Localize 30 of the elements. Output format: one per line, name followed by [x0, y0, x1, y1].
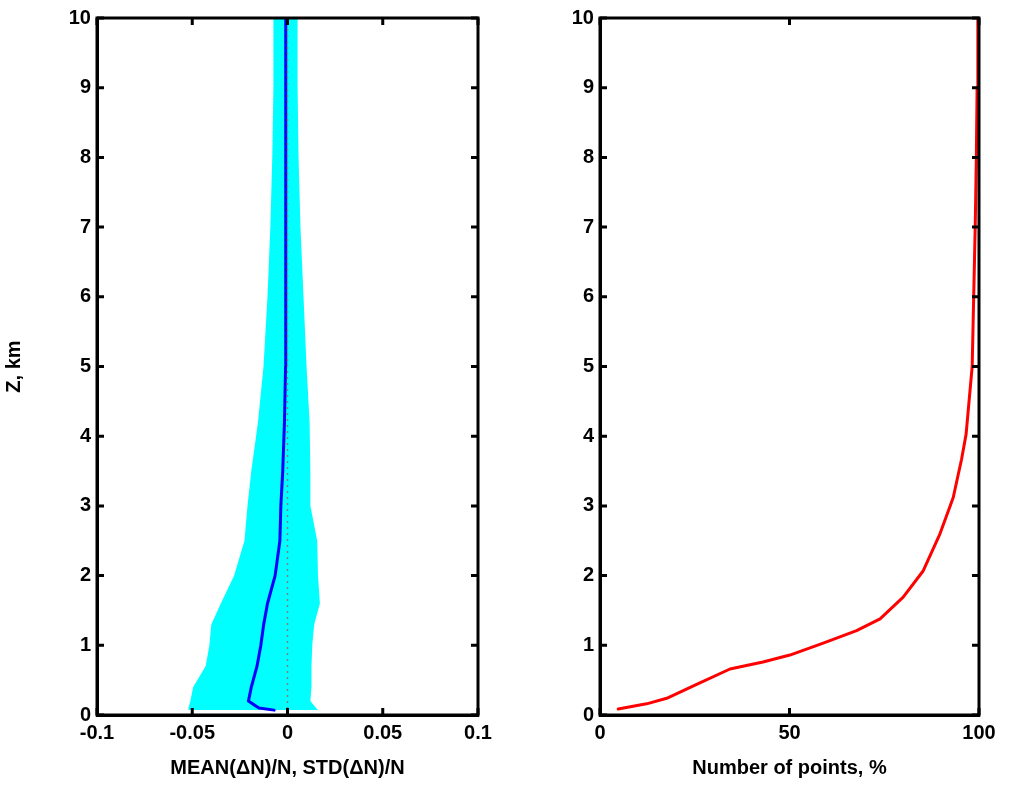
- y-tick-label: 7: [79, 214, 91, 237]
- y-tick-label: 4: [79, 423, 92, 446]
- y-tick-label: 5: [582, 354, 594, 377]
- y-tick-label: 2: [79, 563, 91, 586]
- y-tick-label: 0: [582, 702, 594, 725]
- y-tick-label: 6: [582, 284, 594, 307]
- y-tick-label: 1: [582, 632, 594, 655]
- y-tick-label: 8: [582, 144, 594, 167]
- y-tick-label: 3: [79, 493, 91, 516]
- x-tick-label: 0: [281, 720, 294, 743]
- x-tick-label: 100: [962, 720, 996, 743]
- y-tick-label: 7: [582, 214, 594, 237]
- x-tick-label: 0.05: [363, 720, 403, 743]
- y-tick-label: 4: [582, 423, 595, 446]
- y-tick-label: 9: [582, 75, 594, 98]
- x-tick-label: 0.1: [464, 720, 492, 743]
- y-tick-label: 10: [68, 5, 91, 28]
- x-tick-label: -0.05: [169, 720, 216, 743]
- x-axis-title: Number of points, %: [692, 755, 887, 778]
- y-tick-label: 1: [79, 632, 91, 655]
- y-tick-label: 2: [582, 563, 594, 586]
- x-tick-label: 50: [778, 720, 801, 743]
- y-tick-label: 10: [571, 5, 594, 28]
- y-tick-label: 5: [79, 354, 91, 377]
- y-tick-label: 3: [582, 493, 594, 516]
- x-axis-title: MEAN(ΔN)/N, STD(ΔN)/N: [170, 755, 405, 778]
- y-axis-title: Z, km: [1, 340, 24, 393]
- y-tick-label: 6: [79, 284, 91, 307]
- y-tick-label: 8: [79, 144, 91, 167]
- y-tick-label: 9: [79, 75, 91, 98]
